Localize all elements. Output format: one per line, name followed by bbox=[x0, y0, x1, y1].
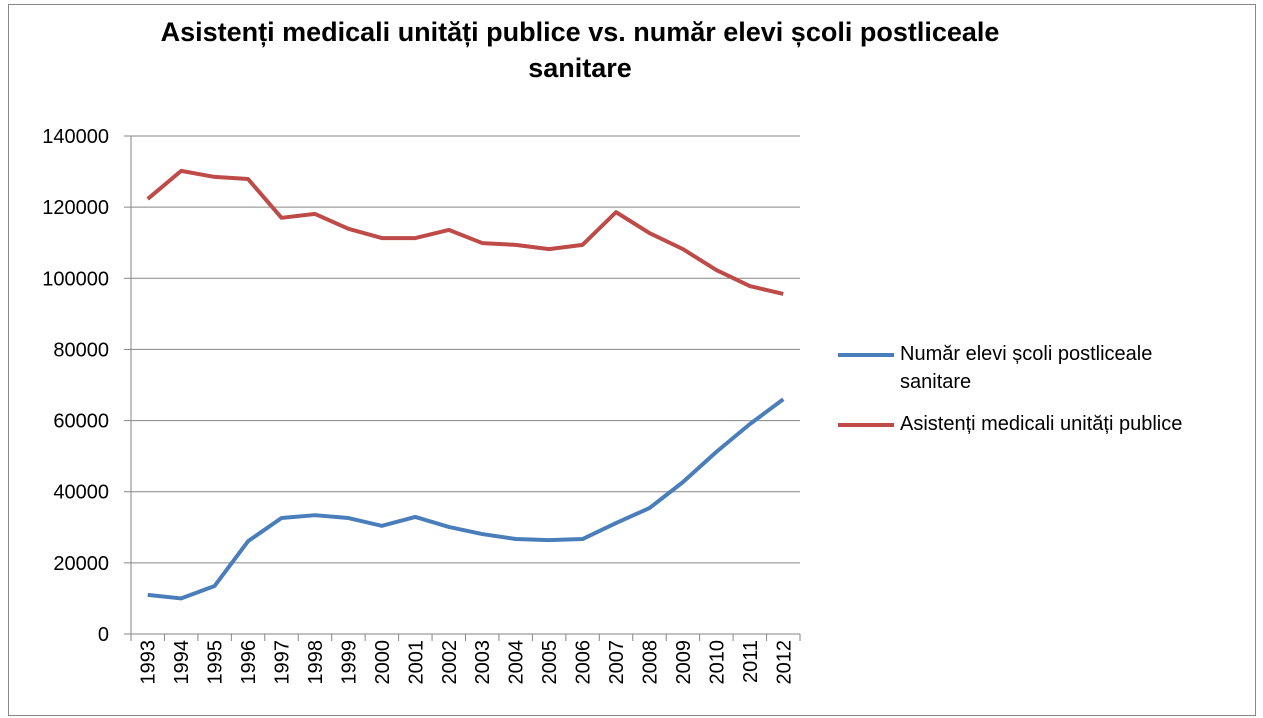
legend-label: Asistenți medicali unități publice bbox=[900, 413, 1183, 435]
x-tick-label: 2002 bbox=[439, 640, 461, 685]
chart-title: Asistenți medicali unități publice vs. n… bbox=[160, 17, 1000, 83]
chart-frame bbox=[8, 4, 1256, 716]
x-tick-label: 2000 bbox=[372, 640, 394, 685]
x-tick-label: 1997 bbox=[272, 640, 294, 685]
x-tick-label: 1999 bbox=[338, 640, 360, 685]
x-tick-label: 2006 bbox=[573, 640, 595, 685]
x-tick-label: 2012 bbox=[773, 640, 795, 685]
line-series bbox=[147, 397, 785, 601]
x-tick-label: 1996 bbox=[238, 640, 260, 685]
x-tick-label: 2001 bbox=[405, 640, 427, 685]
x-tick-label: 2008 bbox=[639, 640, 661, 685]
y-tick-label: 20000 bbox=[53, 553, 109, 575]
x-tick-label: 2009 bbox=[673, 640, 695, 685]
x-tick-label: 2004 bbox=[506, 640, 528, 685]
x-tick-label: 2003 bbox=[472, 640, 494, 685]
y-tick-label: 100000 bbox=[42, 268, 109, 290]
x-tick-label: 2007 bbox=[606, 640, 628, 685]
legend-entry: Număr elevi școli postliceale sanitare bbox=[838, 340, 1188, 396]
legend-entry: Asistenți medicali unități publice bbox=[838, 410, 1188, 438]
line-series bbox=[146, 168, 784, 296]
x-tick-label: 1993 bbox=[138, 640, 160, 685]
x-tick-label: 2005 bbox=[539, 640, 561, 685]
x-tick-label: 1995 bbox=[205, 640, 227, 685]
y-tick-label: 120000 bbox=[42, 197, 109, 219]
y-tick-label: 80000 bbox=[53, 339, 109, 361]
x-tick-label: 2010 bbox=[706, 640, 728, 685]
x-tick-label: 1998 bbox=[305, 640, 327, 685]
y-tick-label: 60000 bbox=[53, 411, 109, 433]
legend-swatch bbox=[838, 423, 894, 427]
legend-label: Număr elevi școli postliceale sanitare bbox=[900, 343, 1153, 393]
y-tick-label: 40000 bbox=[53, 482, 109, 504]
y-tick-label: 140000 bbox=[42, 126, 109, 148]
x-tick-label: 1994 bbox=[171, 640, 193, 685]
x-tick-label: 2011 bbox=[740, 640, 762, 683]
legend-swatch bbox=[838, 353, 894, 357]
y-tick-label: 0 bbox=[98, 624, 109, 646]
legend: Număr elevi școli postliceale sanitare As… bbox=[838, 340, 1188, 452]
